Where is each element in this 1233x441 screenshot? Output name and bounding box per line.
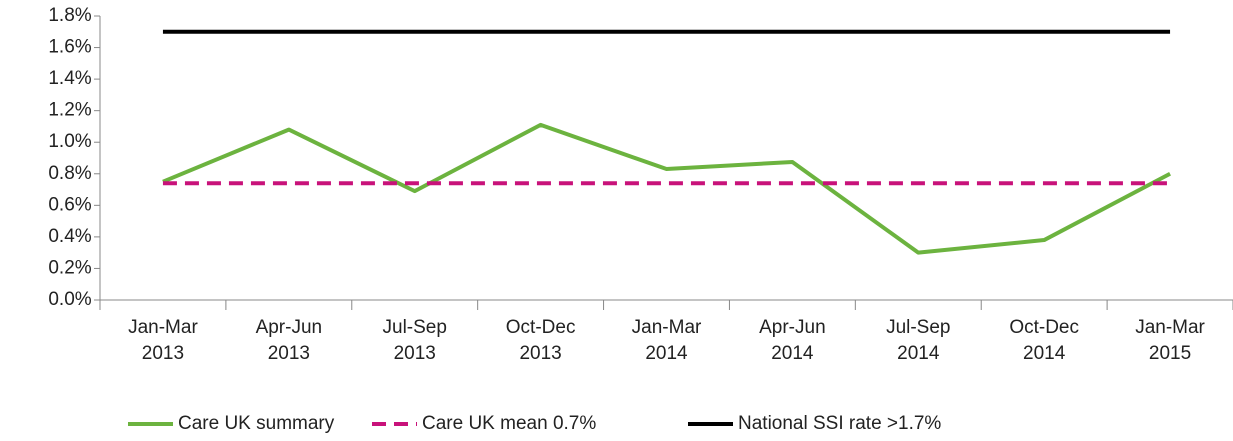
x-tick-label-line: 2013 <box>142 343 184 364</box>
x-tick-label-line: Jan-Mar <box>1135 317 1205 338</box>
x-tick-label: Apr-Jun 2013 <box>256 317 323 364</box>
y-tick-label: 0.2% <box>48 257 91 278</box>
series-line <box>162 122 1171 255</box>
x-tick-label-line: Oct-Dec <box>506 317 576 338</box>
x-tick-label-line: Apr-Jun <box>759 317 826 338</box>
legend-label: National SSI rate >1.7% <box>738 413 941 434</box>
x-tick-label: Oct-Dec 2013 <box>506 317 576 364</box>
y-tick-label: 1.0% <box>48 131 91 152</box>
x-tick-label-line: Apr-Jun <box>256 317 323 338</box>
y-tick-label: 0.6% <box>48 194 91 215</box>
x-tick-label: Jan-Mar 2014 <box>632 317 702 364</box>
y-tick-label: 1.2% <box>48 100 91 121</box>
x-tick-label-line: 2014 <box>771 343 814 364</box>
y-tick-label: 1.4% <box>48 68 91 89</box>
x-tick-label-line: Oct-Dec <box>1009 317 1079 338</box>
x-tick-label-line: Jul-Sep <box>886 317 950 338</box>
x-tick-label: Jul-Sep 2013 <box>383 317 447 364</box>
x-tick-label-line: 2015 <box>1149 343 1191 364</box>
y-tick-label: 0.0% <box>48 289 91 310</box>
y-tick-label: 1.8% <box>48 5 91 26</box>
x-tick-label: Jan-Mar 2013 <box>128 317 198 364</box>
legend-label: Care UK summary <box>178 413 335 434</box>
x-tick-label-line: 2014 <box>645 343 688 364</box>
x-tick-label-line: Jan-Mar <box>128 317 198 338</box>
x-tick-label-line: 2014 <box>897 343 940 364</box>
x-tick-label-line: 2013 <box>394 343 436 364</box>
x-tick-label: Oct-Dec 2014 <box>1009 317 1079 364</box>
y-tick-label: 0.4% <box>48 226 91 247</box>
x-tick-label: Jan-Mar 2015 <box>1135 317 1205 364</box>
y-tick-label: 1.6% <box>48 37 91 58</box>
x-tick-label-line: 2013 <box>268 343 310 364</box>
legend-label: Care UK mean 0.7% <box>422 413 596 434</box>
x-tick-label-line: 2013 <box>519 343 561 364</box>
x-tick-label-line: Jul-Sep <box>383 317 447 338</box>
x-tick-label-line: Jan-Mar <box>632 317 702 338</box>
x-tick-label-line: 2014 <box>1023 343 1066 364</box>
y-tick-label: 0.8% <box>48 163 91 184</box>
x-tick-label: Jul-Sep 2014 <box>886 317 950 364</box>
x-tick-label: Apr-Jun 2014 <box>759 317 826 364</box>
